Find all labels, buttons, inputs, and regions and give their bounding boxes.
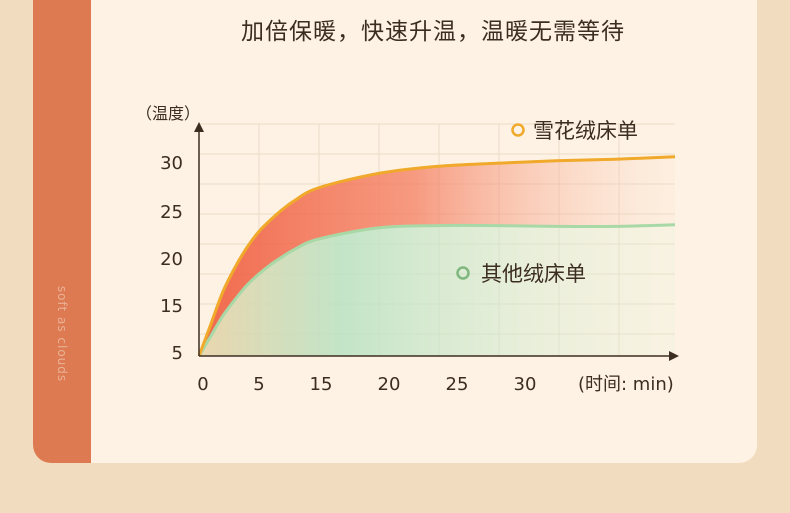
- line-series-1: [197, 155, 676, 357]
- headline: 加倍保暖，快速升温，温暖无需等待: [241, 19, 625, 45]
- series-areas: [199, 156, 675, 356]
- y-tick-labels: 30 25 20 15 5: [160, 153, 183, 364]
- card: soft as clouds 加倍保暖，快速升温，温暖无需等待 （: [33, 0, 757, 463]
- y-tick-label: 15: [160, 296, 183, 317]
- y-tick-label: 5: [172, 343, 183, 364]
- y-tick-label: 30: [160, 153, 183, 174]
- y-axis-arrow: [194, 122, 204, 132]
- x-tick-labels: 0 5 15 20 25 30: [197, 374, 536, 395]
- series-lines: [197, 155, 676, 357]
- y-tick-label: 20: [160, 249, 183, 270]
- x-tick-label: 0: [197, 374, 208, 395]
- x-tick-label: 20: [378, 374, 401, 395]
- x-axis-label: (时间: min): [578, 374, 674, 395]
- legend-marker-series-2: [456, 266, 470, 280]
- y-tick-label: 25: [160, 202, 183, 223]
- area-series-1: [199, 156, 675, 356]
- side-stripe: soft as clouds: [33, 0, 91, 463]
- x-tick-label: 15: [310, 374, 333, 395]
- legend-label-series-2: 其他绒床单: [481, 262, 586, 286]
- legend-marker-series-1: [511, 123, 525, 137]
- x-axis-arrow: [669, 351, 679, 361]
- x-tick-label: 30: [514, 374, 537, 395]
- x-tick-label: 5: [253, 374, 264, 395]
- y-axis-label: （温度）: [136, 104, 200, 123]
- x-tick-label: 25: [446, 374, 469, 395]
- area-series-2: [199, 224, 675, 356]
- legend-label-series-1: 雪花绒床单: [533, 119, 638, 143]
- line-series-2: [197, 223, 676, 357]
